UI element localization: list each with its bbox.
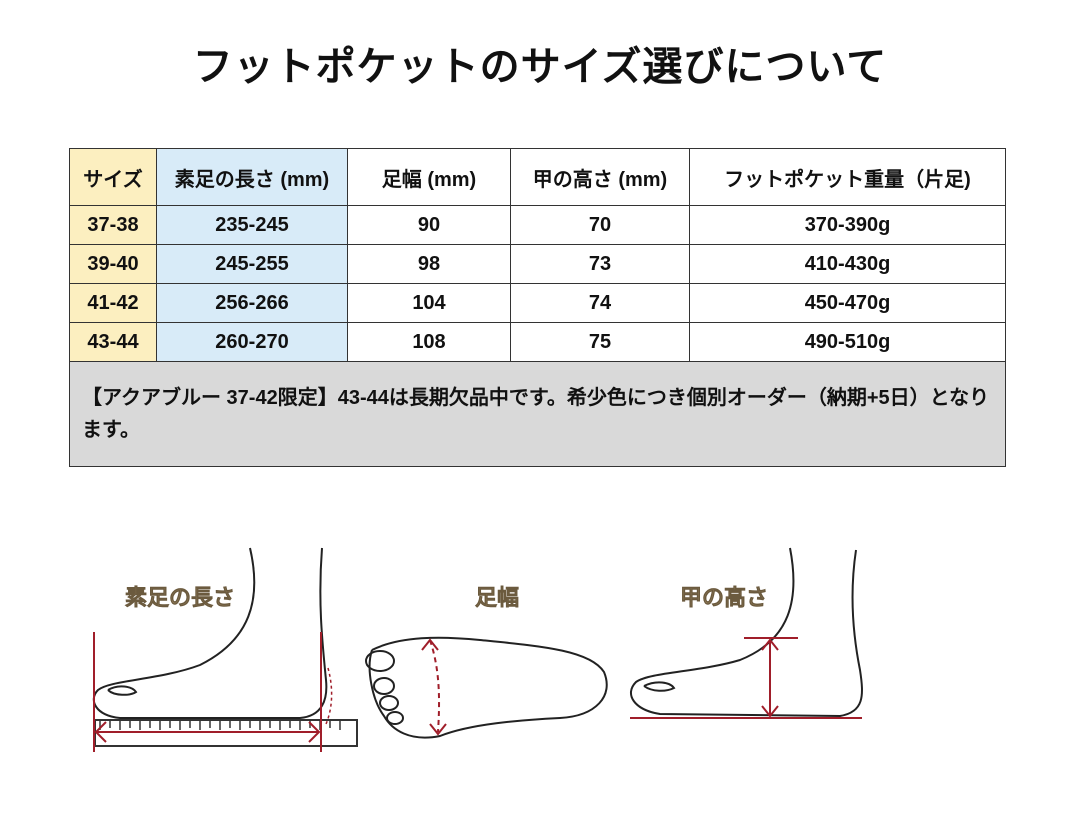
table-cell: 90 — [347, 205, 511, 245]
column-header: 素足の長さ (mm) — [156, 148, 348, 206]
table-cell: 260-270 — [156, 322, 348, 362]
column-header: 甲の高さ (mm) — [510, 148, 690, 206]
table-cell: 70 — [510, 205, 690, 245]
table-cell: 39-40 — [69, 244, 157, 284]
figure-label: 甲の高さ — [680, 585, 768, 610]
column-header: サイズ — [69, 148, 157, 206]
table-row: 37-38 235-245 90 70 370-390g — [69, 205, 1006, 245]
foot-height-illustration: 甲の高さ — [630, 547, 863, 719]
table-cell: 256-266 — [156, 283, 348, 323]
table-cell: 41-42 — [69, 283, 157, 323]
figure-label: 素足の長さ — [125, 585, 235, 610]
table-head: サイズ 素足の長さ (mm) 足幅 (mm) 甲の高さ (mm) フットポケット重量（片… — [69, 148, 1006, 206]
table-cell: 98 — [347, 244, 511, 284]
note-row: 【アクアブルー 37-42限定】43-44は長期欠品中です。希少色につき個別オー… — [69, 361, 1006, 467]
column-header: フットポケット重量（片足) — [689, 148, 1006, 206]
table-cell: 235-245 — [156, 205, 348, 245]
table-row: 39-40 245-255 98 73 410-430g — [69, 244, 1006, 284]
table-cell: 43-44 — [69, 322, 157, 362]
table-cell: 370-390g — [689, 205, 1006, 245]
table-cell: 245-255 — [156, 244, 348, 284]
table-row: 41-42 256-266 104 74 450-470g — [69, 283, 1006, 323]
table-cell: 37-38 — [69, 205, 157, 245]
table-cell: 74 — [510, 283, 690, 323]
table-cell: 410-430g — [689, 244, 1006, 284]
foot-width-illustration: 足幅 — [365, 585, 608, 739]
table-cell: 104 — [347, 283, 511, 323]
size-table: サイズ 素足の長さ (mm) 足幅 (mm) 甲の高さ (mm) フットポケット重量（片… — [69, 148, 1006, 467]
note: 【アクアブルー 37-42限定】43-44は長期欠品中です。希少色につき個別オー… — [69, 361, 1006, 467]
title: フットポケットのサイズ選びについて — [192, 45, 888, 89]
table-cell: 73 — [510, 244, 690, 284]
table-cell: 108 — [347, 322, 511, 362]
header-row: サイズ 素足の長さ (mm) 足幅 (mm) 甲の高さ (mm) フットポケット重量（片… — [69, 148, 1006, 206]
table-cell: 75 — [510, 322, 690, 362]
table-body: 37-38 235-245 90 70 370-390g 39-40 245-255 98 73… — [69, 205, 1006, 467]
figure-label: 足幅 — [475, 585, 519, 610]
foot-length-illustration: 素足の長さ — [92, 547, 358, 752]
